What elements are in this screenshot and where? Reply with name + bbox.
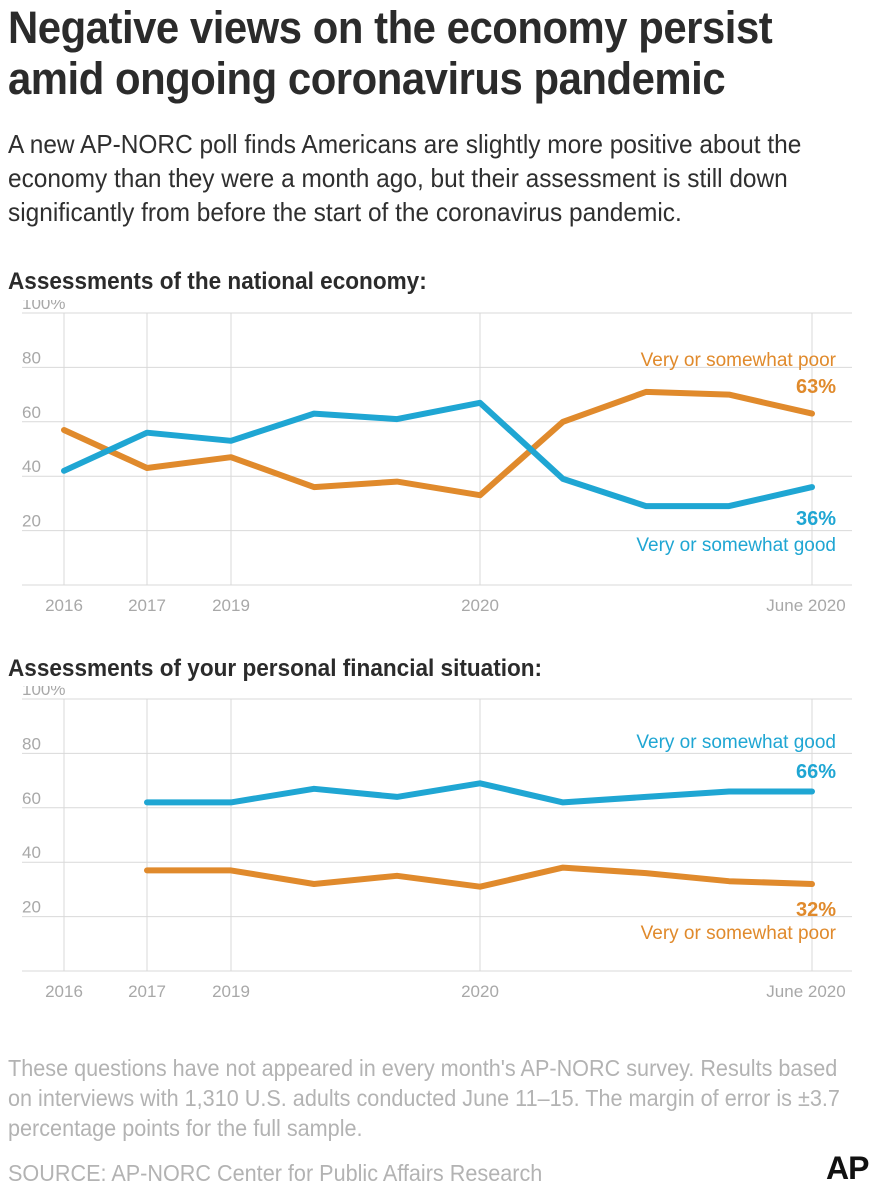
footnote: These questions have not appeared in eve… <box>8 1055 840 1141</box>
national-economy-chart: 20 40 60 80 100% 2016 2017 2019 2020 June 2020 Ver… <box>22 300 852 615</box>
y-tick-label: 60 <box>22 403 41 422</box>
x-tick-label: June 2020 <box>766 982 845 1001</box>
x-tick-label: June 2020 <box>766 596 845 615</box>
series-line-b <box>144 864 815 890</box>
ap-logo: AP <box>826 1150 869 1186</box>
x-tick-label: 2016 <box>45 982 83 1001</box>
x-tick-label: 2019 <box>212 982 250 1001</box>
y-tick-label: 80 <box>22 348 41 367</box>
x-tick-label: 2019 <box>212 596 250 615</box>
series-end-value: 66% <box>796 761 836 783</box>
series-name-label: Very or somewhat good <box>636 535 836 556</box>
y-tick-label: 100% <box>22 300 65 313</box>
x-tick-label: 2017 <box>128 982 166 1001</box>
series-line-a <box>61 388 815 499</box>
y-tick-label: 100% <box>22 686 65 699</box>
series-line-b <box>61 399 815 510</box>
x-tick-label: 2016 <box>45 596 83 615</box>
y-tick-label: 40 <box>22 843 41 862</box>
chart-subtitle: A new AP-NORC poll finds Americans are s… <box>8 129 802 227</box>
series-name-label: Very or somewhat poor <box>641 350 837 371</box>
x-tick-label: 2017 <box>128 596 166 615</box>
series-line-a <box>144 780 815 806</box>
series-end-value: 63% <box>796 376 836 398</box>
chart-title: Negative views on the economy persist am… <box>8 2 773 104</box>
series-end-value: 32% <box>796 899 836 921</box>
y-tick-label: 80 <box>22 734 41 753</box>
source-line: SOURCE: AP-NORC Center for Public Affair… <box>8 1160 543 1186</box>
y-tick-label: 40 <box>22 457 41 476</box>
personal-finance-chart: 20 40 60 80 100% 2016 2017 2019 2020 June 2020 Ver… <box>22 686 852 1001</box>
personal-finance-title: Assessments of your personal financial s… <box>8 655 543 682</box>
y-tick-label: 20 <box>22 512 41 531</box>
series-name-label: Very or somewhat poor <box>641 923 837 944</box>
x-tick-label: 2020 <box>461 982 499 1001</box>
series-name-label: Very or somewhat good <box>636 732 836 753</box>
x-tick-label: 2020 <box>461 596 499 615</box>
national-economy-title: Assessments of the national economy: <box>8 268 427 295</box>
series-end-value: 36% <box>796 508 836 530</box>
y-tick-label: 60 <box>22 789 41 808</box>
y-tick-label: 20 <box>22 898 41 917</box>
